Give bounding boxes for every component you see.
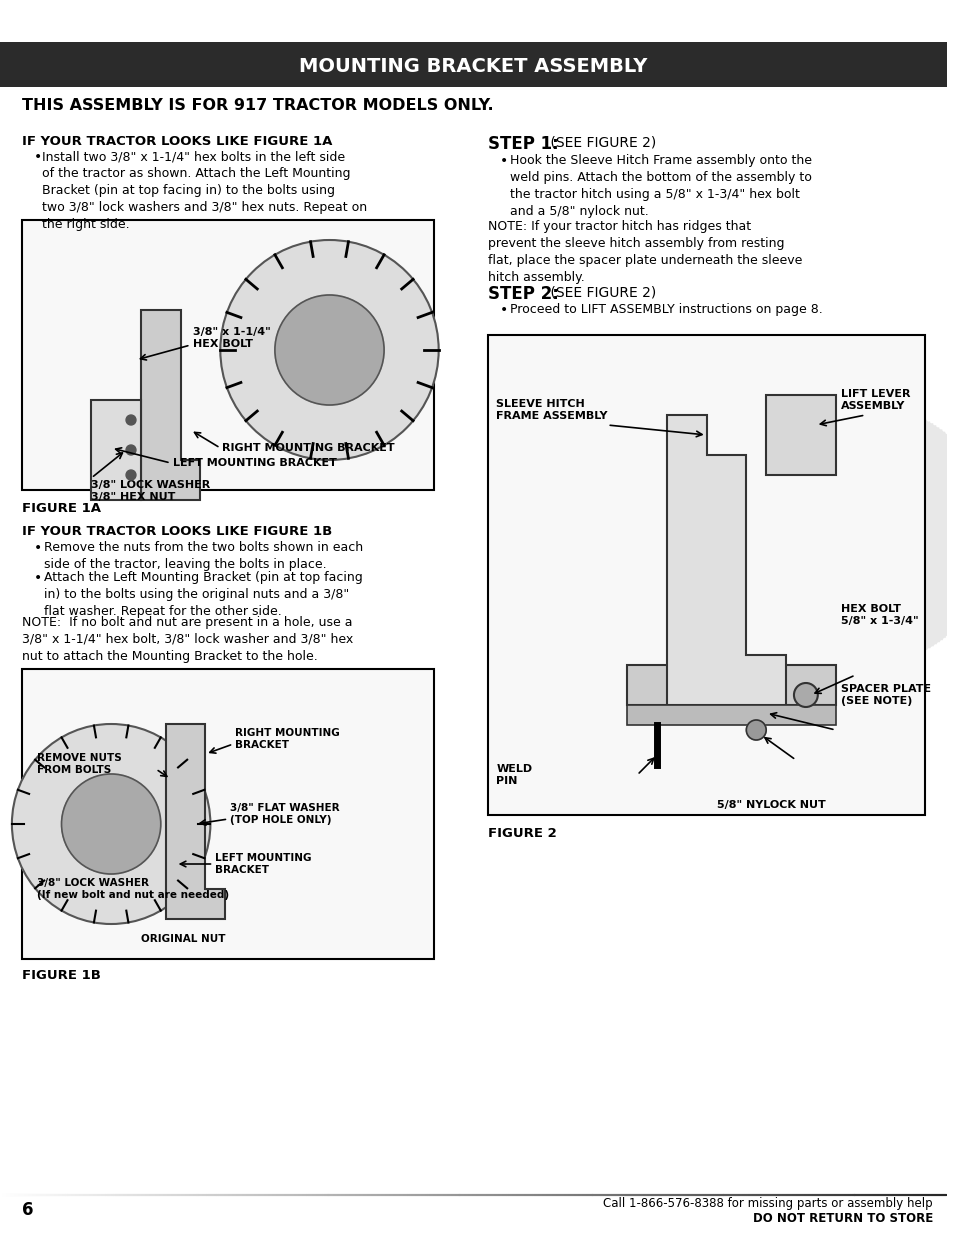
Text: REMOVE NUTS
FROM BOLTS: REMOVE NUTS FROM BOLTS (36, 753, 121, 774)
Text: HEX BOLT
5/8" x 1-3/4": HEX BOLT 5/8" x 1-3/4" (840, 604, 918, 626)
Polygon shape (666, 415, 785, 705)
Circle shape (11, 724, 211, 924)
Text: IF YOUR TRACTOR LOOKS LIKE FIGURE 1B: IF YOUR TRACTOR LOOKS LIKE FIGURE 1B (22, 525, 332, 538)
Circle shape (126, 445, 136, 454)
Text: FIGURE 2: FIGURE 2 (488, 827, 557, 840)
Text: NOTE: If your tractor hitch has ridges that
prevent the sleeve hitch assembly fr: NOTE: If your tractor hitch has ridges t… (488, 220, 801, 284)
Text: •: • (33, 149, 42, 164)
Text: 3/8" FLAT WASHER
(TOP HOLE ONLY): 3/8" FLAT WASHER (TOP HOLE ONLY) (230, 803, 339, 825)
Text: Proceed to LIFT ASSEMBLY instructions on page 8.: Proceed to LIFT ASSEMBLY instructions on… (510, 303, 822, 316)
Polygon shape (141, 310, 200, 500)
Text: DO NOT RETURN TO STORE: DO NOT RETURN TO STORE (752, 1212, 932, 1224)
Text: MOUNTING BRACKET ASSEMBLY: MOUNTING BRACKET ASSEMBLY (299, 58, 647, 77)
Text: ORIGINAL NUT: ORIGINAL NUT (141, 934, 225, 944)
Text: •: • (33, 571, 42, 585)
Text: LIFT LEVER
ASSEMBLY: LIFT LEVER ASSEMBLY (840, 389, 909, 411)
Circle shape (793, 683, 817, 706)
Text: RIGHT MOUNTING BRACKET: RIGHT MOUNTING BRACKET (222, 443, 395, 453)
Bar (22, 220, 434, 490)
Polygon shape (91, 400, 141, 500)
Polygon shape (626, 664, 835, 705)
Bar (488, 335, 924, 815)
Bar (22, 669, 434, 960)
Text: STEP 2:: STEP 2: (488, 285, 558, 303)
Polygon shape (765, 395, 835, 475)
Text: THIS ASSEMBLY IS FOR 917 TRACTOR MODELS ONLY.: THIS ASSEMBLY IS FOR 917 TRACTOR MODELS … (22, 98, 493, 112)
Polygon shape (626, 705, 835, 725)
Text: 5/8" NYLOCK NUT: 5/8" NYLOCK NUT (716, 800, 824, 810)
Text: Remove the nuts from the two bolts shown in each
side of the tractor, leaving th: Remove the nuts from the two bolts shown… (44, 541, 362, 571)
Circle shape (126, 415, 136, 425)
Text: IF YOUR TRACTOR LOOKS LIKE FIGURE 1A: IF YOUR TRACTOR LOOKS LIKE FIGURE 1A (22, 135, 332, 148)
Polygon shape (166, 724, 225, 919)
Text: STEP 1:: STEP 1: (488, 135, 558, 153)
Text: Hook the Sleeve Hitch Frame assembly onto the
weld pins. Attach the bottom of th: Hook the Sleeve Hitch Frame assembly ont… (510, 154, 811, 219)
Text: SLEEVE HITCH
FRAME ASSEMBLY: SLEEVE HITCH FRAME ASSEMBLY (496, 399, 607, 421)
Circle shape (126, 471, 136, 480)
Text: Install two 3/8" x 1-1/4" hex bolts in the left side
of the tractor as shown. At: Install two 3/8" x 1-1/4" hex bolts in t… (42, 149, 366, 231)
Text: 6: 6 (22, 1200, 33, 1219)
Text: 3/8" HEX NUT: 3/8" HEX NUT (91, 492, 175, 501)
Text: 3/8" x 1-1/4"
HEX BOLT: 3/8" x 1-1/4" HEX BOLT (193, 327, 270, 348)
Text: LEFT MOUNTING
BRACKET: LEFT MOUNTING BRACKET (215, 853, 312, 874)
Circle shape (61, 774, 161, 874)
Text: •: • (499, 303, 508, 317)
Text: FIGURE 1B: FIGURE 1B (22, 969, 101, 982)
Text: SPACER PLATE
(SEE NOTE): SPACER PLATE (SEE NOTE) (840, 684, 930, 705)
FancyBboxPatch shape (0, 42, 945, 86)
Text: RIGHT MOUNTING
BRACKET: RIGHT MOUNTING BRACKET (235, 729, 339, 750)
Text: Attach the Left Mounting Bracket (pin at top facing
in) to the bolts using the o: Attach the Left Mounting Bracket (pin at… (44, 571, 362, 618)
Text: 3/8" LOCK WASHER
(If new bolt and nut are needed): 3/8" LOCK WASHER (If new bolt and nut ar… (36, 878, 229, 900)
Text: (SEE FIGURE 2): (SEE FIGURE 2) (545, 285, 656, 299)
Circle shape (745, 720, 765, 740)
Text: •: • (33, 541, 42, 555)
Text: 3/8" LOCK WASHER: 3/8" LOCK WASHER (91, 480, 211, 490)
Circle shape (220, 240, 438, 459)
Text: Call 1-866-576-8388 for missing parts or assembly help: Call 1-866-576-8388 for missing parts or… (602, 1198, 932, 1210)
Text: WELD
PIN: WELD PIN (496, 764, 532, 785)
Text: LEFT MOUNTING BRACKET: LEFT MOUNTING BRACKET (172, 458, 336, 468)
Text: (SEE FIGURE 2): (SEE FIGURE 2) (545, 135, 656, 149)
Text: •: • (499, 154, 508, 168)
Circle shape (736, 405, 953, 664)
Text: FIGURE 1A: FIGURE 1A (22, 501, 101, 515)
Text: NOTE:  If no bolt and nut are present in a hole, use a
3/8" x 1-1/4" hex bolt, 3: NOTE: If no bolt and nut are present in … (22, 616, 353, 663)
Circle shape (274, 295, 384, 405)
